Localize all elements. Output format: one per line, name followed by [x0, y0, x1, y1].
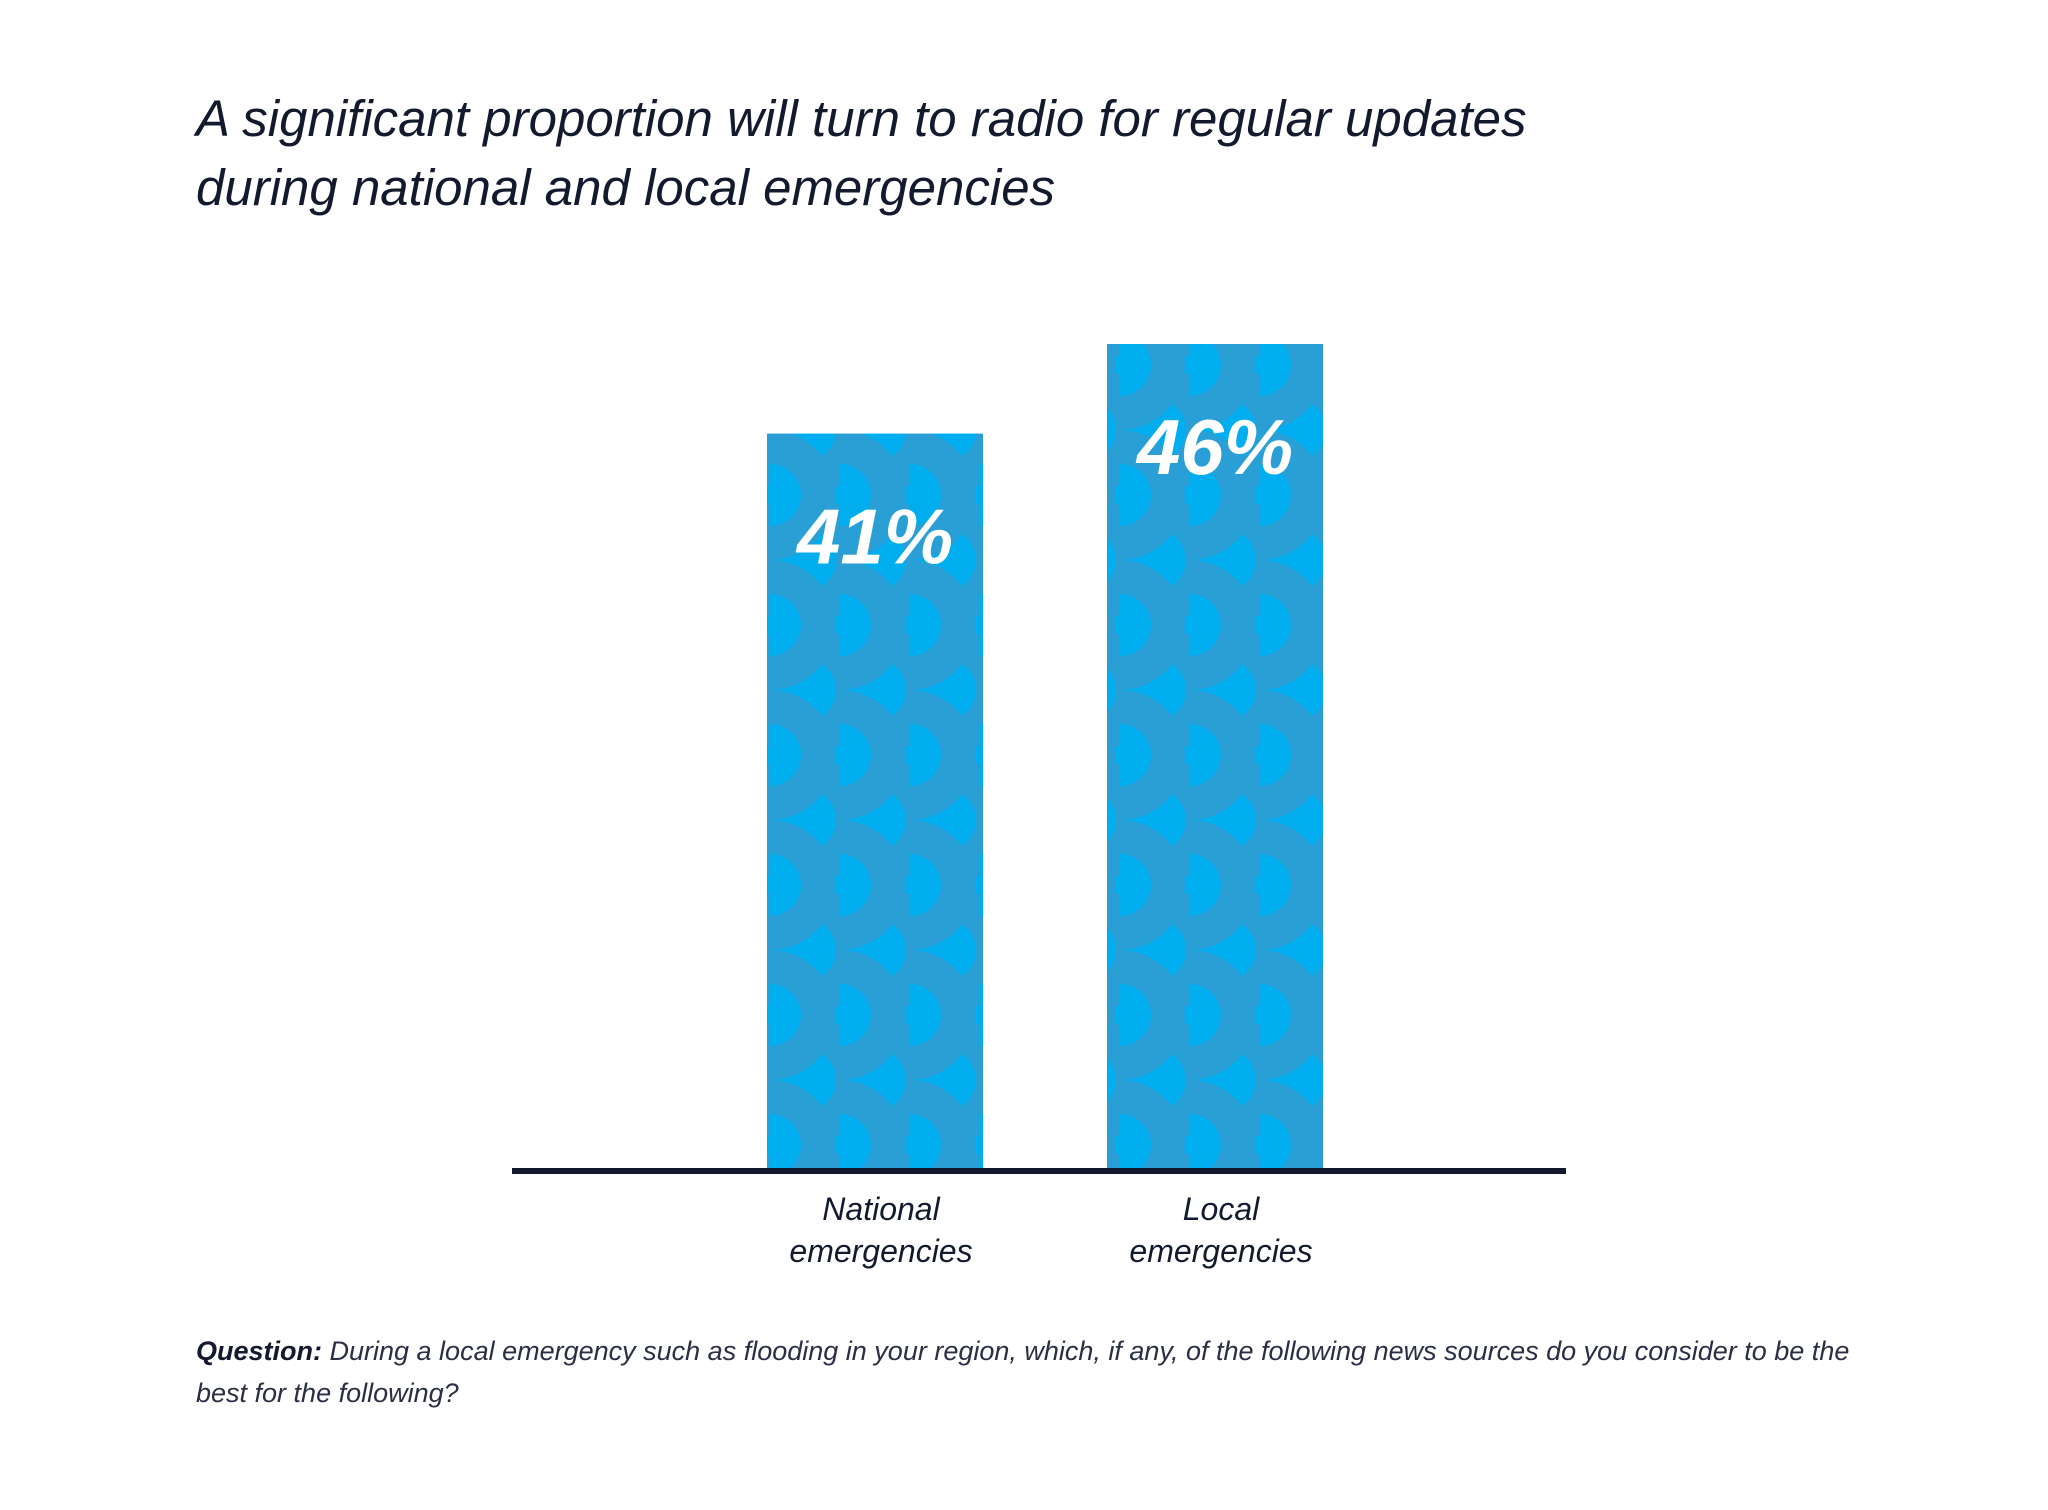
category-label-2-line-2: emergencies [1129, 1233, 1312, 1269]
category-label-1-line-2: emergencies [789, 1233, 972, 1269]
chart-title: A significant proportion will turn to ra… [196, 84, 1896, 222]
bar-value-label-1: 41% [795, 493, 953, 581]
value-labels-group: 41% 46% [795, 403, 1293, 581]
bar-1 [767, 433, 983, 1169]
bars-group [767, 344, 1323, 1169]
footnote-question-label: Question: [196, 1336, 322, 1366]
category-label-1-line-1: National [822, 1191, 940, 1227]
chart-title-line-1: A significant proportion will turn to ra… [196, 90, 1527, 147]
chart-title-line-2: during national and local emergencies [196, 159, 1056, 216]
bar-chart: 41% 46% National emergencies Local emergenci… [512, 344, 1566, 1269]
footnote-question-text: During a local emergency such as floodin… [196, 1336, 1850, 1408]
bar-value-label-2: 46% [1135, 403, 1293, 491]
footnote: Question: During a local emergency such … [196, 1330, 1896, 1414]
bar-2 [1107, 344, 1323, 1168]
category-labels-group: National emergencies Local emergencies [789, 1191, 1312, 1269]
category-label-2-line-1: Local [1183, 1191, 1260, 1227]
